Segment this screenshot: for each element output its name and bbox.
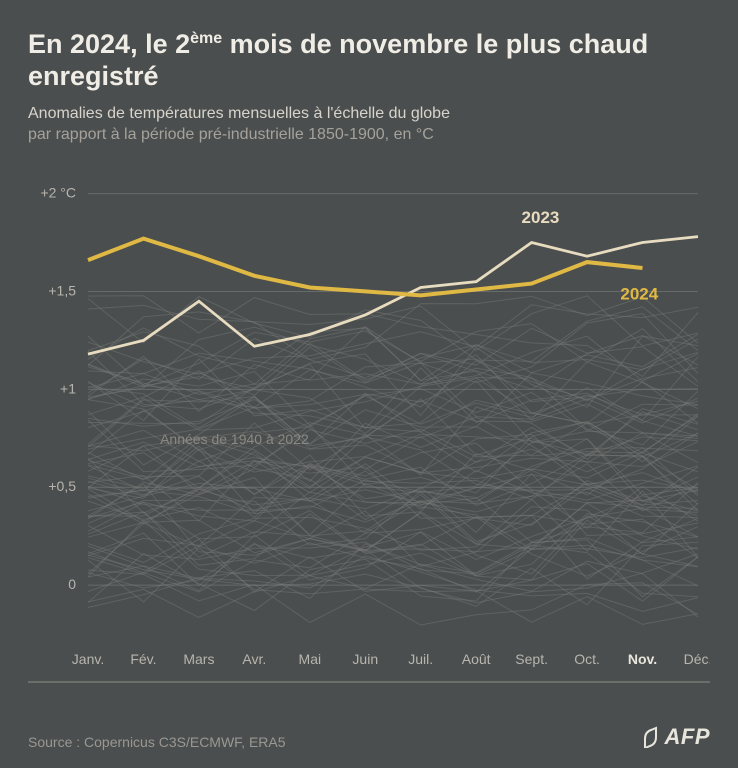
line-chart-svg: 0 +0,5 +1 +1,5 +2 °C Années de 1940 à 2022 202… <box>28 164 710 684</box>
x-tick-label: Juin <box>352 651 378 667</box>
historical-line <box>88 296 698 351</box>
historical-line <box>88 570 698 625</box>
y-tick-label: 0 <box>68 576 76 592</box>
x-tick-label: Janv. <box>72 651 104 667</box>
x-tick-label: Avr. <box>242 651 266 667</box>
source-text: Source : Copernicus C3S/ECMWF, ERA5 <box>28 734 286 750</box>
historical-line <box>88 336 698 416</box>
subtitle-line2: par rapport à la période pré-industriell… <box>28 126 434 143</box>
historical-line <box>88 313 698 384</box>
chart-area: 0 +0,5 +1 +1,5 +2 °C Années de 1940 à 2022 202… <box>28 164 710 684</box>
footer: Source : Copernicus C3S/ECMWF, ERA5 AFP <box>28 724 710 750</box>
x-tick-label: Août <box>462 651 491 667</box>
x-tick-label: Déc. <box>684 651 710 667</box>
afp-logo-text: AFP <box>665 724 711 750</box>
series-2023-label: 2023 <box>522 208 560 227</box>
historical-line <box>88 334 698 388</box>
historical-line <box>88 357 698 425</box>
x-tick-label: Mars <box>183 651 214 667</box>
historical-line <box>88 525 698 596</box>
subtitle-line1: Anomalies de températures mensuelles à l… <box>28 105 450 122</box>
chart-subtitle: Anomalies de températures mensuelles à l… <box>28 103 710 146</box>
y-tick-label: +0,5 <box>48 478 76 494</box>
x-tick-label: Nov. <box>628 651 657 667</box>
afp-logo-icon <box>641 726 661 748</box>
chart-title: En 2024, le 2ème mois de novembre le plu… <box>28 28 710 93</box>
historical-note: Années de 1940 à 2022 <box>160 431 309 447</box>
historical-line <box>88 296 698 365</box>
series-2024-label: 2024 <box>620 284 658 303</box>
y-tick-label: +2 °C <box>40 185 76 201</box>
series-2024-line <box>88 239 643 296</box>
x-tick-label: Sept. <box>515 651 548 667</box>
x-tick-label: Fév. <box>130 651 156 667</box>
y-tick-label: +1,5 <box>48 282 76 298</box>
x-tick-label: Juil. <box>408 651 433 667</box>
y-tick-label: +1 <box>60 380 76 396</box>
title-sup: ème <box>190 30 222 47</box>
title-pre: En 2024, le 2 <box>28 29 190 59</box>
afp-logo: AFP <box>641 724 711 750</box>
x-tick-label: Mai <box>299 651 322 667</box>
historical-line <box>88 296 698 377</box>
x-tick-label: Oct. <box>574 651 600 667</box>
